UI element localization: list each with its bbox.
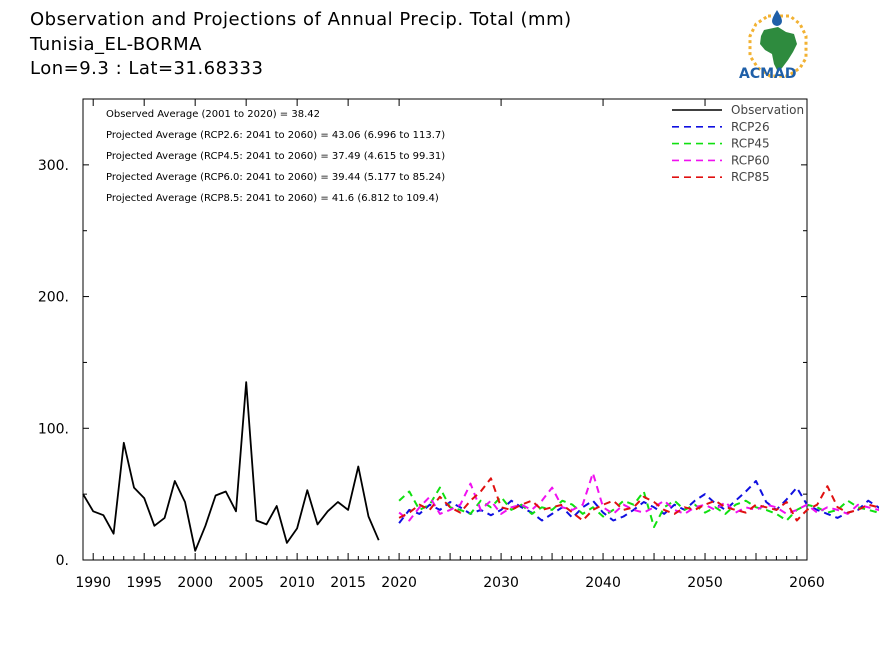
legend-label-observation: Observation xyxy=(731,103,804,117)
y-tick-label: 0. xyxy=(56,553,69,569)
x-tick-label: 2060 xyxy=(789,575,825,591)
series-line-rcp45 xyxy=(398,486,879,529)
legend-label-rcp45: RCP45 xyxy=(731,137,770,151)
series-line-rcp26 xyxy=(398,480,879,524)
x-tick-label: 2020 xyxy=(381,575,417,591)
sun-rays-icon xyxy=(748,14,808,78)
plot-frame xyxy=(82,98,808,561)
legend: Observation RCP26 RCP45 RCP60 RCP85 xyxy=(672,103,804,184)
legend-label-rcp85: RCP85 xyxy=(731,170,770,184)
annotation-observed-average: Observed Average (2001 to 2020) = 38.42 xyxy=(106,109,320,120)
legend-label-rcp26: RCP26 xyxy=(731,120,770,134)
series-line-rcp60 xyxy=(398,472,879,522)
x-axis: 1990 1995 2000 2005 2010 2015 2020 2030 2040 2050… xyxy=(75,99,825,591)
y-tick-label: 200. xyxy=(38,290,69,306)
africa-map-icon xyxy=(760,27,797,72)
logo-text: ACMAD xyxy=(739,66,797,82)
x-tick-label: 2010 xyxy=(279,575,315,591)
series-layer xyxy=(82,381,879,552)
x-tick-label: 2000 xyxy=(177,575,213,591)
annotation-rcp45-average: Projected Average (RCP4.5: 2041 to 2060)… xyxy=(106,151,445,162)
chart-title: Observation and Projections of Annual Pr… xyxy=(29,9,572,79)
x-tick-label: 2005 xyxy=(228,575,264,591)
title-line-3: Lon=9.3 : Lat=31.68333 xyxy=(30,58,263,79)
x-tick-label: 2040 xyxy=(585,575,621,591)
acmad-logo: ACMAD xyxy=(739,10,808,82)
x-tick-label: 2030 xyxy=(483,575,519,591)
x-tick-label: 1995 xyxy=(126,575,162,591)
legend-label-rcp60: RCP60 xyxy=(731,153,770,167)
annotations: Observed Average (2001 to 2020) = 38.42 … xyxy=(106,109,445,204)
x-tick-label: 2050 xyxy=(687,575,723,591)
y-tick-label: 100. xyxy=(38,421,69,437)
y-axis: 0. 100. 200. 300. xyxy=(38,158,807,569)
annotation-rcp85-average: Projected Average (RCP8.5: 2041 to 2060)… xyxy=(106,193,439,204)
y-tick-label: 300. xyxy=(38,158,69,174)
title-line-2: Tunisia_EL-BORMA xyxy=(29,34,202,55)
annotation-rcp60-average: Projected Average (RCP6.0: 2041 to 2060)… xyxy=(106,172,445,183)
water-drop-icon xyxy=(772,10,782,26)
series-line-observation xyxy=(82,381,380,552)
x-tick-label: 2015 xyxy=(330,575,366,591)
x-tick-label: 1990 xyxy=(75,575,111,591)
title-line-1: Observation and Projections of Annual Pr… xyxy=(30,9,572,30)
annotation-rcp26-average: Projected Average (RCP2.6: 2041 to 2060)… xyxy=(106,130,445,141)
